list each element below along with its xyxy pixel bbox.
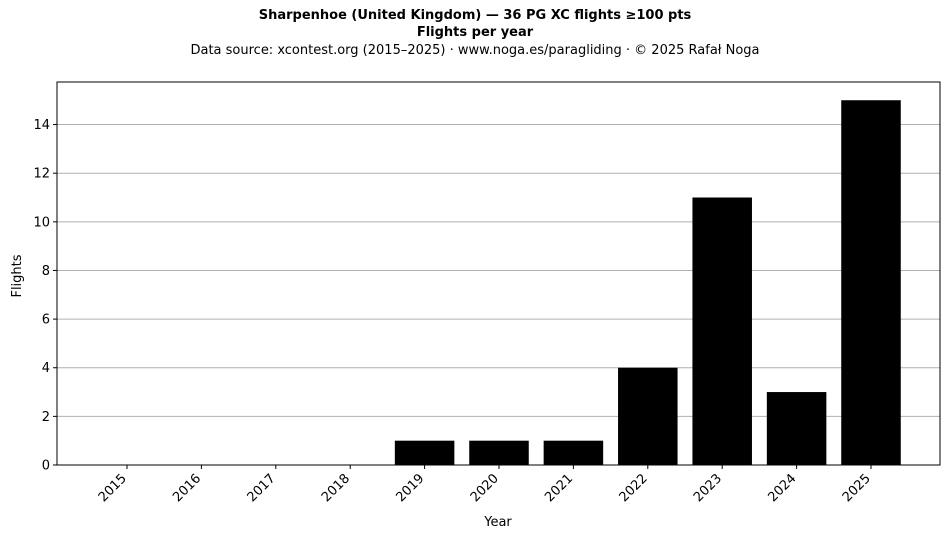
y-tick-label: 6 <box>42 313 50 328</box>
x-tick-label: 2022 <box>617 471 651 505</box>
x-tick-label: 2023 <box>691 471 725 505</box>
bar-2022 <box>618 367 678 465</box>
chart-source-note: Data source: xcontest.org (2015–2025) · … <box>190 43 760 58</box>
x-tick-label: 2015 <box>96 471 130 505</box>
y-tick-label: 10 <box>33 215 50 230</box>
y-axis-label: Flights <box>10 254 25 297</box>
x-tick-label: 2017 <box>245 471 279 505</box>
y-tick-label: 2 <box>42 410 50 425</box>
bars <box>394 100 901 465</box>
bar-2025 <box>841 100 901 465</box>
x-tick-label: 2018 <box>319 471 353 505</box>
y-tick-label: 8 <box>42 264 50 279</box>
bar-2020 <box>469 440 529 465</box>
y-tick-label: 0 <box>42 459 50 474</box>
y-tick-label: 4 <box>42 361 50 376</box>
bar-2024 <box>766 392 827 465</box>
chart-subtitle: Flights per year <box>416 25 534 40</box>
x-tick-label: 2016 <box>170 471 204 505</box>
bar-2021 <box>543 440 604 465</box>
chart-title: Sharpenhoe (United Kingdom) — 36 PG XC f… <box>258 8 692 23</box>
x-axis: 2015 2016 2017 2018 2019 2020 2021 2022 2023 2024… <box>96 465 874 505</box>
x-tick-label: 2025 <box>840 471 874 505</box>
x-axis-label: Year <box>483 515 512 530</box>
x-tick-label: 2021 <box>542 471 576 505</box>
bar-2023 <box>692 197 752 465</box>
x-tick-label: 2019 <box>393 471 427 505</box>
y-tick-label: 14 <box>33 118 50 133</box>
x-tick-label: 2024 <box>765 471 799 505</box>
x-tick-label: 2020 <box>468 471 502 505</box>
y-tick-label: 12 <box>33 167 50 182</box>
bar-2019 <box>394 440 455 465</box>
y-axis: 0 2 4 6 8 10 12 14 <box>33 118 57 474</box>
